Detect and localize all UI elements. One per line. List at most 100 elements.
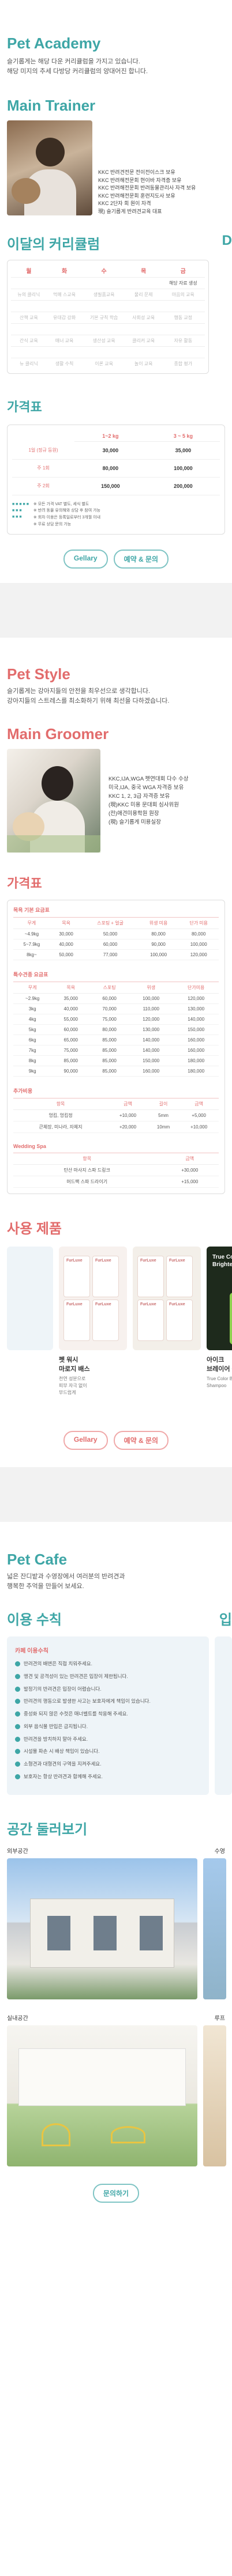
indoor-label: 실내공간 xyxy=(7,2015,28,2022)
style-buttons: Gellary 예약 & 문의 xyxy=(0,1431,232,1450)
rule-item: 발정기의 반려견은 입장이 어렵습니다. xyxy=(15,1685,201,1693)
calendar-cell xyxy=(46,346,83,358)
table-cell: 7kg xyxy=(13,1045,52,1056)
price-note: ※ 반려 동물 유의해와 상담 후 참여 가능 xyxy=(33,509,101,513)
spa-table: 항목 금액 탄산 마사지 스파 드링크 +30,000 머드팩 스파 드라이기 +15,… xyxy=(13,1153,219,1188)
indoor-carousel[interactable] xyxy=(0,2022,232,2166)
rule-item: 보호자는 항상 반려견과 함께해 주세요. xyxy=(15,1773,201,1781)
calendar-cell: 클리커 교육 xyxy=(125,335,162,347)
trainer-bio: KKC 반려견전문 전이전이스크 보유 KKC 반려해전문회 현이바 자격증 보… xyxy=(92,169,196,215)
calendar-cell xyxy=(161,300,205,312)
style-gallery-button[interactable]: Gellary xyxy=(63,1431,108,1450)
calendar-cell: 뉴 클리닉 xyxy=(11,358,47,370)
academy-reserve-button[interactable]: 예약 & 문의 xyxy=(113,550,169,569)
calendar-row: 간식 교육 매너 교육 생산성 교육 클리커 교육 자유 활동 xyxy=(11,335,205,347)
table-cell: 탄산 마사지 스파 드링크 xyxy=(13,1164,161,1177)
calendar-day: 월 xyxy=(26,268,32,275)
product-bottle: FurLuxe xyxy=(166,1256,193,1298)
calendar-cell: 이론 교육 xyxy=(82,358,126,370)
table-col-header: 목욕 xyxy=(51,982,91,994)
table-cell: 엉킴, 엉킴정 xyxy=(13,1109,108,1122)
rule-item: 소형견과 대형견의 구역을 지켜주세요. xyxy=(15,1760,201,1768)
intro-line: 슬기롭게는 해당 다운 커리큘럼을 가지고 있습니다. xyxy=(7,58,140,65)
table-cell: 120,000 xyxy=(129,1014,174,1025)
price-legend: ■ ■ ■ ■ ■ ■ ■ ■ ■ ■ ■ xyxy=(12,502,29,519)
table-cell: 85,000 xyxy=(51,1055,91,1067)
products-carousel[interactable]: FurLuxe FurLuxe FurLuxe FurLuxe 펫 워시 마로지… xyxy=(0,1237,232,1396)
style-price-card: 목욕 기본 요금표 무게 목욕 스포팅 + 얼굴 위생 미용 단가 미용 ~4.9kg 3… xyxy=(7,900,225,1195)
rule-text: 반려견의 행동으로 발생한 사고는 보호자에게 책임이 있습니다. xyxy=(24,1698,151,1704)
table-row: 3kg 40,000 70,000 110,000 130,000 xyxy=(13,1003,219,1015)
calendar-cell: 자유 활동 xyxy=(161,335,205,347)
rules-title: 이용 수칙 xyxy=(7,1612,62,1628)
table-row: ~2.9kg 35,000 60,000 100,000 120,000 xyxy=(13,993,219,1005)
product-card-peek[interactable] xyxy=(7,1247,53,1351)
price-row-label: 주 2회 xyxy=(12,477,74,495)
calendar-cell xyxy=(11,300,47,312)
indoor-header: 실내공간 루프 xyxy=(0,1999,232,2022)
outdoor-carousel[interactable] xyxy=(0,1855,232,1999)
product-card[interactable]: FurLuxe FurLuxe FurLuxe FurLuxe 펫 워시 마로지… xyxy=(59,1247,127,1396)
table-cell: +10,000 xyxy=(179,1121,219,1134)
rules-card-peek[interactable] xyxy=(215,1636,232,1795)
table-cell: +20,000 xyxy=(108,1121,148,1134)
bath-label: 목욕 기본 요금표 xyxy=(13,906,219,918)
rule-item: 반려견의 행동으로 발생한 사고는 보호자에게 책임이 있습니다. xyxy=(15,1698,201,1705)
bio-line: 미국,IJA, 중국 WGA 자격증 보유 xyxy=(108,784,184,791)
product-bottle: FurLuxe xyxy=(92,1256,119,1298)
calendar-row xyxy=(11,300,205,312)
outdoor-photo-peek xyxy=(203,1858,226,1999)
rule-text: 중성화 되지 않은 수컷은 매너벨트를 착용해 주세요. xyxy=(24,1711,128,1717)
table-col-header: 위생 xyxy=(129,982,174,994)
table-cell: 120,000 xyxy=(173,993,219,1005)
table-row: 7kg 75,000 85,000 140,000 160,000 xyxy=(13,1045,219,1056)
price-col-header: 1~2 kg xyxy=(74,430,147,442)
bio-line: 現) 슬기롭게 반려견교육 대표 xyxy=(98,208,162,214)
section-divider xyxy=(0,583,232,638)
contact-button[interactable]: 문의하기 xyxy=(92,2183,140,2203)
table-col-header: 위생 미용 xyxy=(138,918,179,930)
curriculum-next-peek: D xyxy=(222,233,232,248)
check-icon xyxy=(15,1686,20,1692)
curriculum-calendar[interactable]: 월 화 수 목 금 해당 자료 생성 뉴의 클리닉 먹매 스교육 생필품교육 물리 문제… xyxy=(7,260,209,374)
table-cell: 85,000 xyxy=(90,1055,129,1067)
product-card[interactable]: FurLuxe FurLuxe FurLuxe FurLuxe xyxy=(133,1247,201,1396)
product-bottle: FurLuxe xyxy=(63,1256,90,1298)
check-icon xyxy=(15,1699,20,1704)
price-row: 주 2회 150,000 200,000 xyxy=(12,477,220,495)
table-cell: 35,000 xyxy=(51,993,91,1005)
rules-carousel[interactable]: 카페 이용수칙 반려견의 배변은 직접 치워주세요. 맹견 및 공격성이 있는 반… xyxy=(0,1628,232,1795)
price-value: 30,000 xyxy=(74,441,147,460)
table-row: 6kg 65,000 85,000 140,000 160,000 xyxy=(13,1035,219,1046)
style-reserve-button[interactable]: 예약 & 문의 xyxy=(113,1431,169,1450)
curriculum-header: 이달의 커리큘럼 D xyxy=(0,233,232,253)
table-cell: 5~7.9kg xyxy=(13,939,50,950)
check-icon xyxy=(15,1723,20,1729)
calendar-body: 해당 자료 생성 뉴의 클리닉 먹매 스교육 생필품교육 물리 문제 마음의 교육 산책 교… xyxy=(11,277,205,370)
intro-line: 슬기롭게는 강아지들의 안전을 최우선으로 생각합니다. xyxy=(7,688,151,695)
bio-line: KKC 2단자 회 원이 자격 xyxy=(98,200,151,206)
product-name: 펫 워시 마로지 배스 xyxy=(59,1357,90,1373)
calendar-row xyxy=(11,346,205,358)
check-icon xyxy=(15,1673,20,1679)
table-cell: 180,000 xyxy=(173,1066,219,1077)
rule-item: 맹견 및 공격성이 있는 반려견은 입장이 제한됩니다. xyxy=(15,1673,201,1680)
calendar-row xyxy=(11,323,205,335)
intro-line: 넓은 잔디밭과 수영장에서 여러분의 반려견과 xyxy=(7,1573,125,1581)
academy-price-table: 1~2 kg 3 ~ 5 kg 1일 (정규 등원) 30,000 35,000 주 … xyxy=(12,430,220,495)
table-row: 4kg 55,000 75,000 120,000 140,000 xyxy=(13,1014,219,1025)
calendar-cell: 기본 규칙 학습 xyxy=(82,312,126,324)
table-cell: +30,000 xyxy=(160,1164,219,1177)
table-cell: 180,000 xyxy=(173,1055,219,1067)
rules-card[interactable]: 카페 이용수칙 반려견의 배변은 직접 치워주세요. 맹견 및 공격성이 있는 반… xyxy=(7,1636,209,1795)
table-cell: 100,000 xyxy=(138,949,179,961)
check-icon xyxy=(15,1711,20,1717)
rule-item: 반려견을 방치하지 말아 주세요. xyxy=(15,1736,201,1743)
groomer-photo xyxy=(7,749,100,853)
academy-gallery-button[interactable]: Gellary xyxy=(63,550,108,569)
bath-table: 무게 목욕 스포팅 + 얼굴 위생 미용 단가 미용 ~4.9kg 30,000 50,00… xyxy=(13,918,219,961)
product-desc: 천연 성분으로 피부 자극 없이 부드럽게 xyxy=(59,1376,87,1396)
calendar-table: 월 화 수 목 금 해당 자료 생성 뉴의 클리닉 먹매 스교육 생필품교육 물리 문제… xyxy=(11,264,205,370)
trainer-title: Main Trainer xyxy=(7,97,96,114)
product-card[interactable]: True Color Brightening Shampoo 아이크 브레이어 … xyxy=(207,1247,232,1396)
